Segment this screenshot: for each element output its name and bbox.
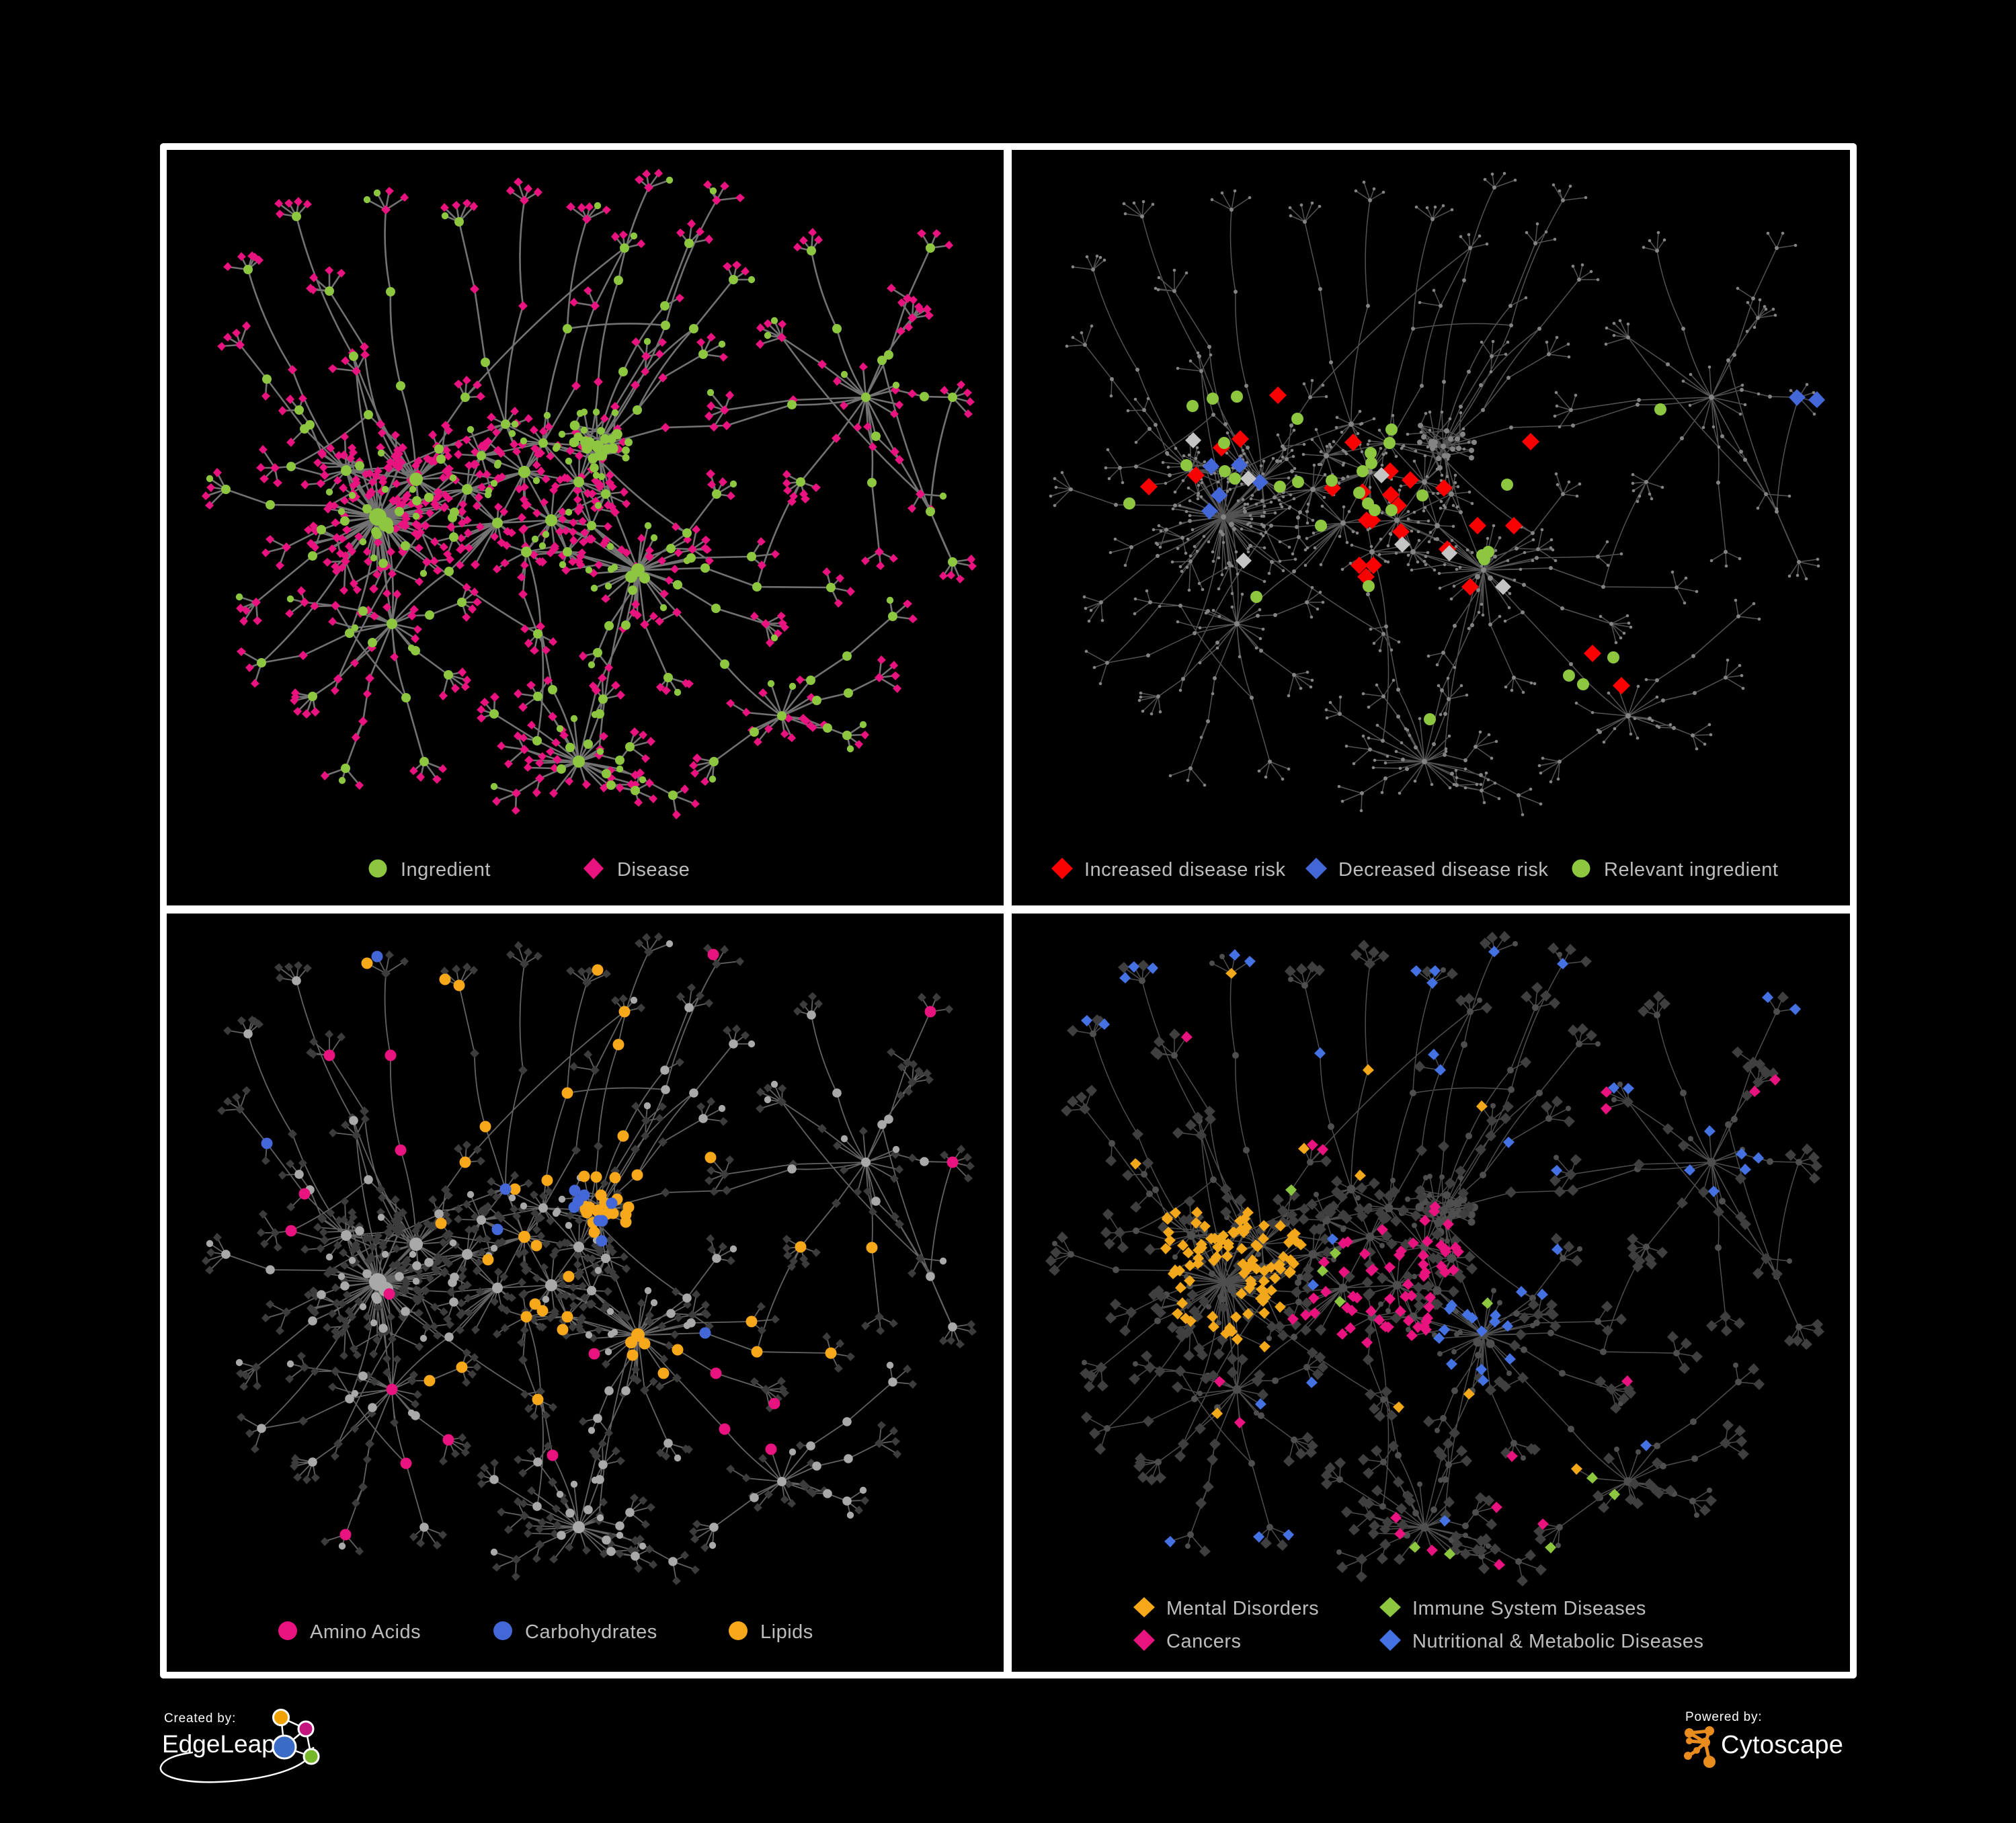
svg-text:Carbohydrates: Carbohydrates [525, 1621, 657, 1643]
svg-text:Lipids: Lipids [760, 1621, 813, 1643]
svg-text:Mental Disorders: Mental Disorders [1166, 1598, 1319, 1619]
svg-text:Immune System Diseases: Immune System Diseases [1412, 1598, 1646, 1619]
svg-text:EdgeLeap: EdgeLeap [162, 1730, 276, 1758]
svg-text:Relevant ingredient: Relevant ingredient [1604, 859, 1778, 881]
svg-text:Cancers: Cancers [1166, 1631, 1242, 1652]
svg-text:Disease: Disease [617, 859, 690, 881]
svg-text:Increased disease risk: Increased disease risk [1084, 859, 1286, 881]
svg-text:Ingredient: Ingredient [401, 859, 491, 881]
svg-text:Nutritional & Metabolic Diseas: Nutritional & Metabolic Diseases [1412, 1631, 1703, 1652]
svg-text:Created by:: Created by: [164, 1711, 236, 1726]
svg-text:Powered by:: Powered by: [1685, 1710, 1762, 1724]
svg-text:Amino Acids: Amino Acids [310, 1621, 421, 1643]
svg-text:Decreased disease risk: Decreased disease risk [1338, 859, 1548, 881]
svg-text:Cytoscape: Cytoscape [1721, 1731, 1843, 1759]
